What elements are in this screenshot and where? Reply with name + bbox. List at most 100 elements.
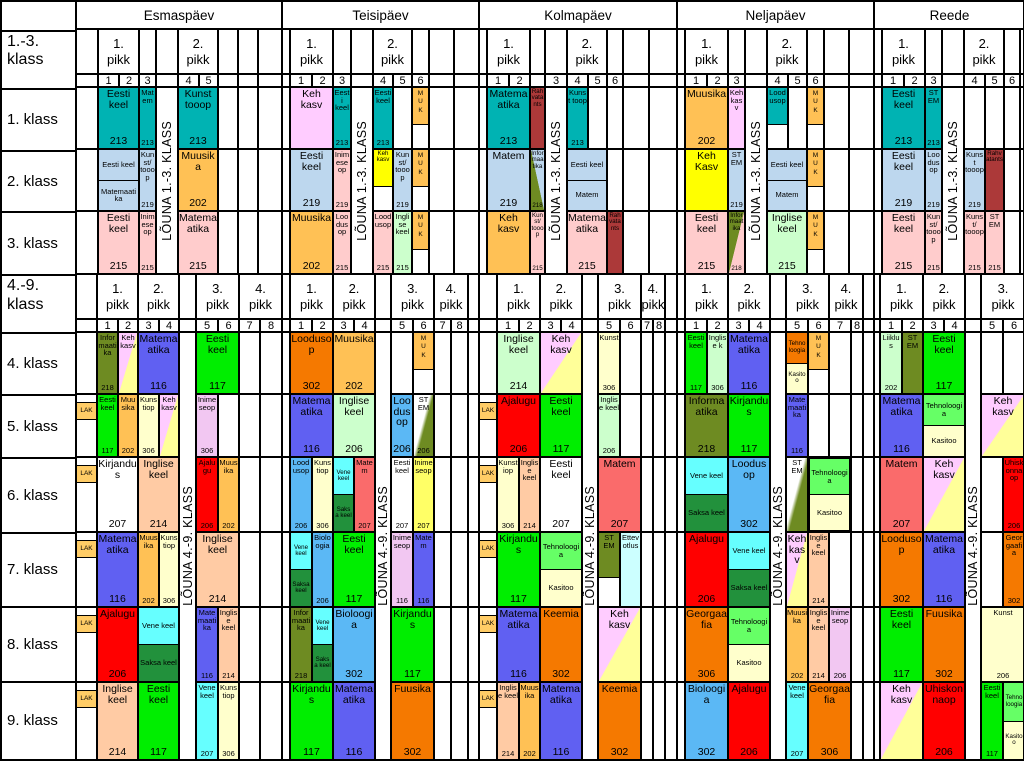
room-number: 219 xyxy=(968,200,981,210)
lesson-name: Inglise keel xyxy=(338,395,370,418)
empty-cell xyxy=(925,29,942,74)
lesson-cell: ST EM xyxy=(902,332,923,394)
room-number: 219 xyxy=(730,200,743,210)
lesson-cell: Loodusop 302 xyxy=(290,332,333,394)
lesson-name: Fuusika xyxy=(394,683,431,695)
lesson-cell: Inglise keel 206 xyxy=(598,394,620,457)
room-number: 116 xyxy=(150,380,167,393)
lesson-name: Georgaafia xyxy=(809,683,850,706)
lesson-cell: Muusika 202 xyxy=(138,532,159,607)
room-number: 302 xyxy=(740,518,758,531)
empty-cell xyxy=(76,274,97,319)
room-number: 213 xyxy=(499,135,518,148)
empty-cell xyxy=(1020,29,1023,74)
empty-cell xyxy=(851,394,863,457)
lesson-cell: Georgaafia 302 xyxy=(1003,532,1023,607)
lesson-name: ST EM xyxy=(927,88,940,105)
lesson-cell: Matemaatika 116 xyxy=(880,394,923,457)
lesson-name: Informaatika xyxy=(729,212,744,232)
period-group-header: 2. pikk xyxy=(923,274,965,319)
period-number: 1 xyxy=(880,319,902,332)
empty-cell xyxy=(942,74,964,87)
lesson-cell: Muusika 202 xyxy=(685,87,728,149)
lesson-name: Keh kasv xyxy=(497,212,520,235)
period-number: 8 xyxy=(653,319,665,332)
lesson-name: Keh kasv xyxy=(933,458,955,481)
period-group-header: 2. pikk xyxy=(138,274,179,319)
period-group-header: 1. pikk xyxy=(290,29,333,74)
empty-cell xyxy=(824,149,849,211)
empty-cell xyxy=(76,149,98,211)
empty-cell xyxy=(391,332,413,394)
room-number: 214 xyxy=(523,521,536,531)
lesson-cell: Matemaatika 213 xyxy=(487,87,530,149)
day-grid-1-3: 1. pikk 2. pikk 1 2 3 4 5 6 LÕUNA 1.-3. KLASS Ees… xyxy=(874,29,1023,274)
room-number: 215 xyxy=(968,263,981,273)
lesson-cell: Keh kasv xyxy=(118,332,138,394)
room-number: 207 xyxy=(108,518,127,531)
lesson-cell: Eesti keel Matemaatika xyxy=(98,149,139,211)
empty-cell xyxy=(1004,149,1020,211)
room-number: 302 xyxy=(935,668,953,681)
empty-cell xyxy=(454,87,479,149)
lesson-cell: Inglise keel 214 xyxy=(196,532,239,607)
lesson-cell: Georgaafia 306 xyxy=(808,682,851,760)
lesson-cell: Matemaatika 116 xyxy=(923,532,965,607)
lunch-label: LÕUNA 4.-9. KLASS xyxy=(180,486,195,606)
period-group-header: 1. pikk xyxy=(290,274,333,319)
lesson-name: Kunst xyxy=(993,608,1013,617)
lesson-cell: Inglise keel 214 xyxy=(497,682,519,760)
period-number: 3 xyxy=(925,74,942,87)
period-group-header: 2. pikk xyxy=(178,29,218,74)
lesson-name: Inglise keel xyxy=(503,333,534,356)
lesson-name: Eesti keel xyxy=(299,150,324,173)
period-number: 1 xyxy=(290,74,312,87)
room-number: 215 xyxy=(189,260,207,273)
empty-cell xyxy=(851,682,863,760)
lesson-name: Inglise keel xyxy=(809,533,828,558)
empty-cell xyxy=(282,332,290,394)
lesson-cell: Kunst/ tooop 219 xyxy=(139,149,156,211)
lesson-name: Matemaatika xyxy=(882,395,921,418)
lesson-cell: Keemia 302 xyxy=(598,682,641,760)
empty-cell xyxy=(874,319,880,332)
lesson-cell: ST EM xyxy=(786,457,808,532)
lesson-cell: Kunst/ tooop 215 xyxy=(530,211,545,274)
lesson-cell: Vene keel Saksa keel xyxy=(685,457,728,532)
lesson-cell: Informaatika 218 xyxy=(530,149,545,211)
room-number: 306 xyxy=(501,521,515,531)
lesson-name: Loodusop xyxy=(927,150,940,175)
room-number: 215 xyxy=(894,260,913,273)
lak-cell: LAK xyxy=(76,682,97,760)
lesson-name: Inimeseop xyxy=(140,212,155,237)
empty-cell xyxy=(218,211,238,274)
room-number: 302 xyxy=(610,746,629,759)
lesson-cell: Loodusop 302 xyxy=(880,532,923,607)
empty-cell xyxy=(874,211,882,274)
period-number: 3 xyxy=(545,74,567,87)
period-group-header: 3. pikk xyxy=(786,274,829,319)
empty-cell xyxy=(653,682,665,760)
room-number: 214 xyxy=(812,671,825,681)
empty-cell xyxy=(981,457,1003,532)
lesson-name: Bioloogia xyxy=(314,533,331,550)
lunch-column: LÕUNA 4.-9. KLASS xyxy=(770,332,786,760)
empty-cell xyxy=(260,682,282,760)
empty-cell xyxy=(863,532,874,607)
empty-cell xyxy=(824,87,849,149)
empty-cell xyxy=(849,74,874,87)
room-number: 306 xyxy=(316,521,329,531)
lesson-name: Matemaatika xyxy=(292,395,331,418)
period-number: 5 xyxy=(393,74,412,87)
empty-cell xyxy=(218,87,238,149)
room-number: 219 xyxy=(894,197,913,210)
lesson-name: Bioloogia xyxy=(687,683,726,706)
period-group-header: 2. pikk xyxy=(728,274,770,319)
lesson-name: Kunst tooop xyxy=(965,150,984,175)
lesson-name: Inglise keel xyxy=(520,458,539,483)
empty-cell xyxy=(677,682,685,760)
period-group-header: 2. pikk xyxy=(964,29,1004,74)
lesson-cell: Tehnoloogia Kasitoo xyxy=(728,607,770,682)
room-number: 302 xyxy=(697,746,716,759)
